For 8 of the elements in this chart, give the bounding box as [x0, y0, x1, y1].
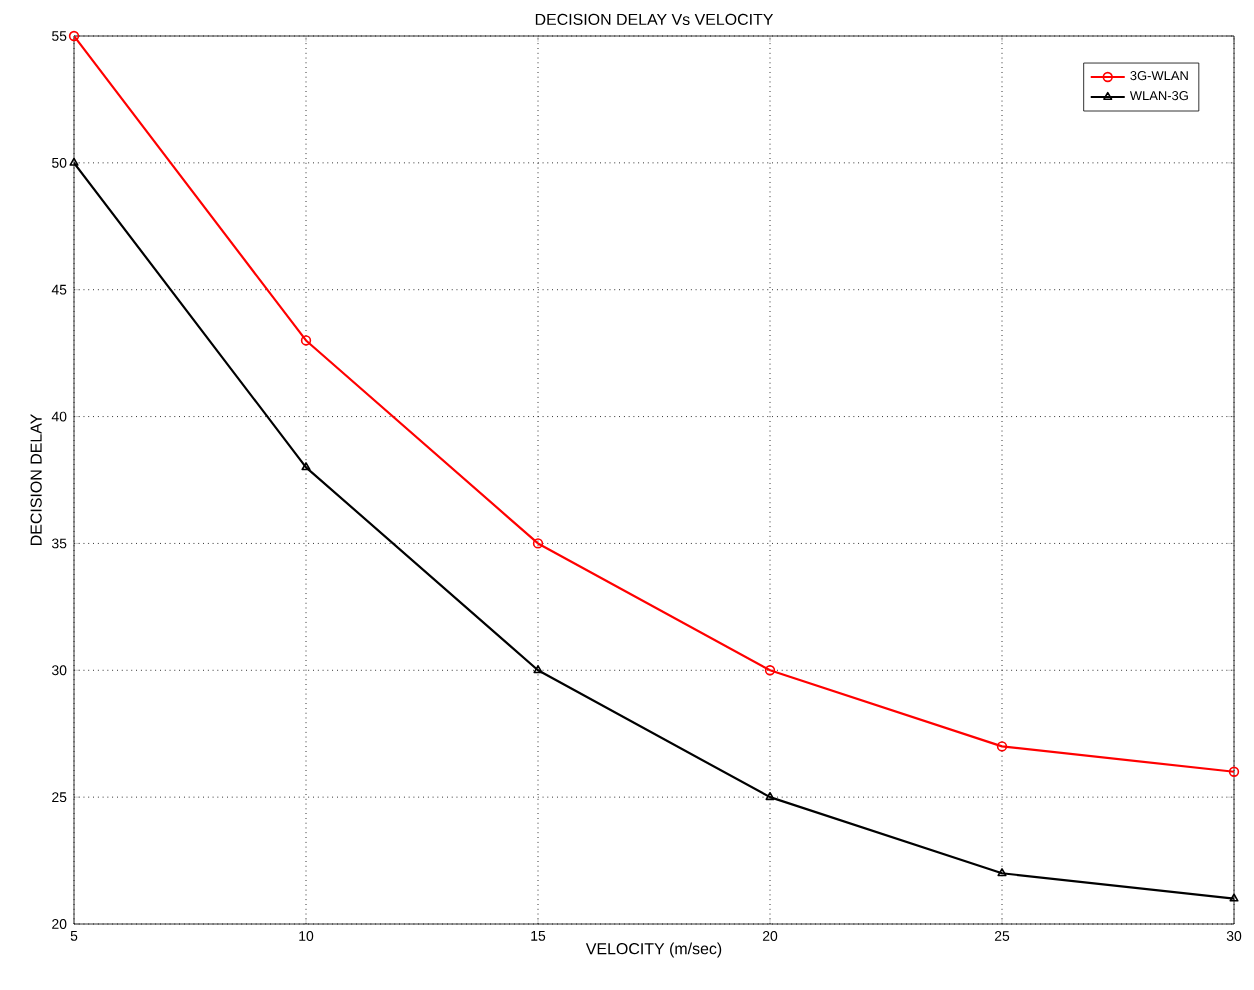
point	[300, 335, 312, 346]
point	[764, 665, 776, 676]
point	[997, 868, 1007, 877]
point	[532, 538, 544, 549]
point	[765, 791, 775, 801]
point	[996, 741, 1008, 752]
point	[533, 665, 543, 674]
point	[301, 462, 311, 471]
